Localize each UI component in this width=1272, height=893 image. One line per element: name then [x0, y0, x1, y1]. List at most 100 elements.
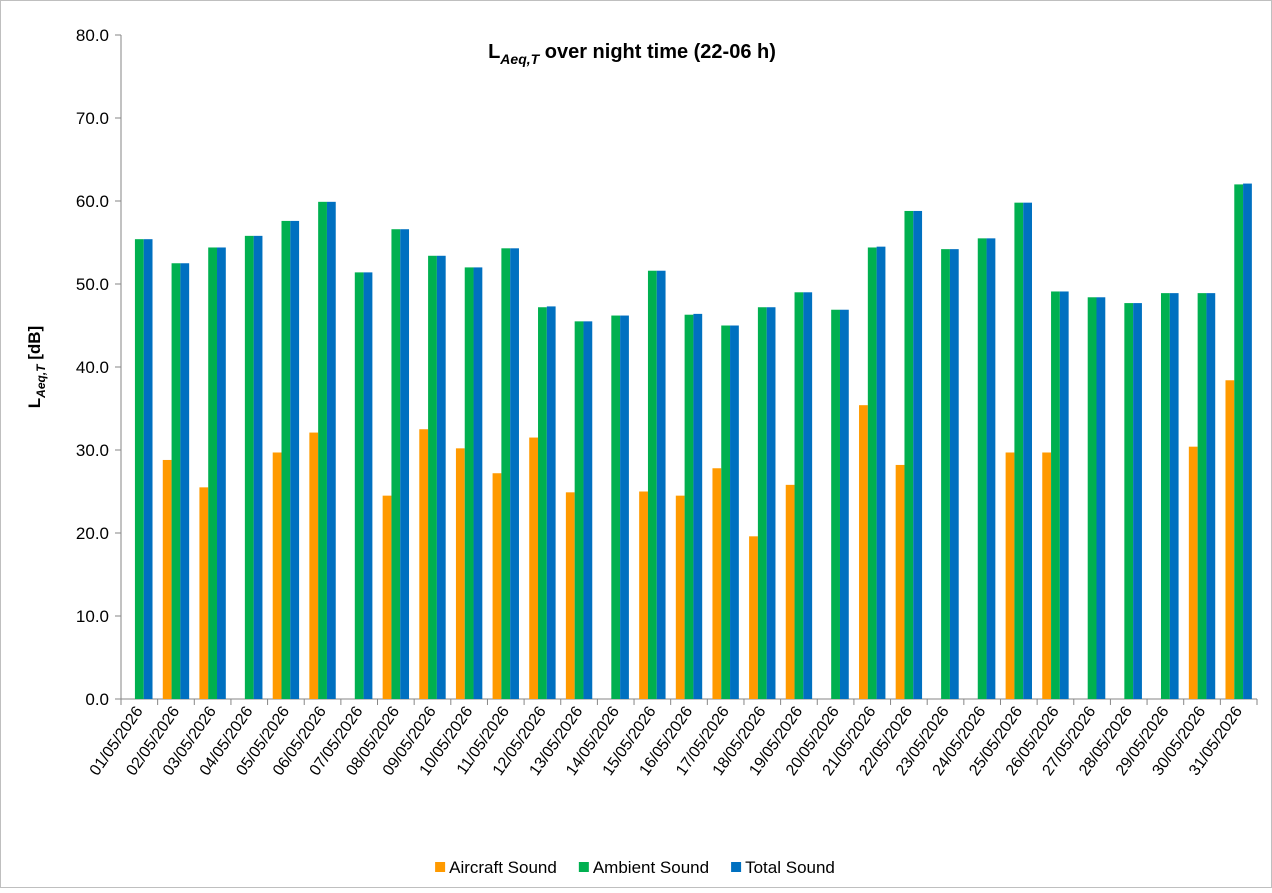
bar: [473, 267, 483, 699]
bar: [546, 306, 556, 699]
bar: [876, 246, 886, 699]
bar: [428, 255, 437, 699]
title-main: L: [488, 41, 500, 63]
bar: [501, 248, 511, 699]
legend-label: Aircraft Sound: [449, 858, 557, 877]
bar: [1096, 297, 1106, 699]
ylabel-rest: [dB]: [25, 326, 44, 365]
bar: [1051, 291, 1060, 699]
bar: [1225, 380, 1235, 699]
bar: [309, 432, 319, 699]
bar: [1087, 297, 1097, 699]
bar: [794, 292, 804, 699]
bar: [354, 272, 364, 699]
bar: [656, 270, 666, 699]
bar: [721, 325, 731, 699]
bar: [1188, 446, 1198, 699]
ylabel-sub: Aeq,T: [34, 363, 48, 399]
bar: [400, 229, 410, 699]
y-axis-label: LAeq,T [dB]: [25, 326, 48, 408]
bar: [941, 249, 950, 699]
bar: [382, 495, 392, 699]
bar: [611, 315, 621, 699]
bar: [904, 210, 914, 699]
bar: [693, 313, 703, 699]
bar: [785, 484, 795, 699]
bar: [565, 492, 575, 699]
bar: [464, 267, 474, 699]
y-tick-label: 30.0: [76, 441, 109, 460]
bar: [253, 235, 263, 700]
chart-title: LAeq,T over night time (22-06 h): [488, 41, 776, 67]
bar: [1014, 202, 1024, 699]
bar: [244, 235, 254, 700]
legend-label: Ambient Sound: [593, 858, 709, 877]
y-tick-label: 60.0: [76, 192, 109, 211]
bar: [180, 263, 190, 699]
bar: [492, 473, 502, 699]
bar: [529, 437, 539, 699]
ylabel-main: L: [25, 398, 44, 408]
bar: [134, 239, 144, 699]
bar: [217, 247, 226, 700]
y-tick-label: 50.0: [76, 275, 109, 294]
bar: [510, 248, 519, 699]
bar: [895, 464, 905, 699]
bar: [913, 210, 923, 699]
y-tick-label: 70.0: [76, 109, 109, 128]
bar: [391, 229, 401, 699]
bar: [143, 239, 153, 699]
bar: [326, 201, 336, 699]
bar: [639, 491, 648, 699]
bar: [363, 272, 373, 699]
bar: [757, 307, 767, 699]
bar: [1023, 202, 1032, 699]
bar: [1234, 184, 1244, 699]
legend-label: Total Sound: [745, 858, 835, 877]
bar: [1124, 303, 1134, 699]
bar: [1243, 183, 1252, 699]
bar: [839, 309, 849, 699]
bar: [171, 263, 181, 699]
bar: [1133, 303, 1142, 699]
y-tick-label: 0.0: [85, 690, 109, 709]
bar: [538, 307, 547, 699]
bar: [436, 255, 446, 699]
bar: [684, 314, 694, 699]
bar: [281, 220, 291, 700]
legend-swatch: [578, 862, 589, 872]
bar: [620, 315, 629, 699]
bar: [419, 429, 429, 699]
title-sub: Aeq,T: [499, 51, 540, 67]
bar: [647, 270, 657, 699]
legend-swatch: [731, 862, 742, 872]
bar: [1197, 293, 1207, 699]
bar: [675, 495, 685, 699]
bar: [949, 249, 959, 699]
bar: [1059, 291, 1069, 699]
y-tick-label: 20.0: [76, 524, 109, 543]
bar: [803, 292, 813, 699]
y-tick-label: 40.0: [76, 358, 109, 377]
bar: [272, 452, 282, 699]
bar: [977, 238, 987, 699]
bar: [162, 459, 172, 699]
legend-swatch: [435, 862, 446, 872]
y-tick-label: 80.0: [76, 26, 109, 45]
bar: [199, 487, 209, 699]
bar: [730, 325, 739, 699]
bar: [831, 309, 840, 699]
bar: [208, 247, 218, 700]
bar: [1169, 293, 1179, 699]
bar: [583, 321, 593, 699]
bar: [290, 220, 300, 700]
bar: [766, 307, 776, 699]
bar: [749, 536, 758, 699]
bar: [712, 468, 722, 699]
bar: [986, 238, 996, 699]
title-rest: over night time (22-06 h): [539, 41, 776, 63]
bar: [859, 405, 868, 699]
